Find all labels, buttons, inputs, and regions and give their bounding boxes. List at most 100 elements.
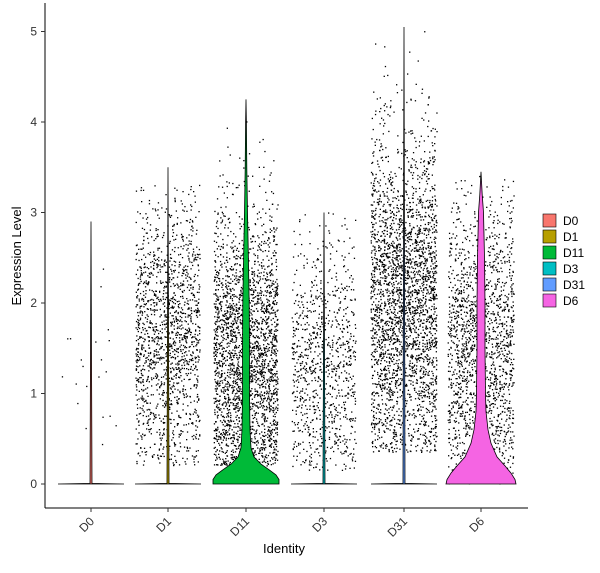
data-point [268,343,270,346]
data-point [236,357,238,359]
data-point [297,358,299,361]
data-point [315,337,318,339]
data-point [217,274,219,277]
data-point [152,299,155,301]
data-point [226,292,229,294]
data-point [252,289,254,291]
data-point [265,328,268,330]
data-point [237,396,239,398]
data-point [336,250,338,252]
data-point [351,378,353,380]
data-point [234,275,236,277]
data-point [332,386,334,388]
data-point [269,445,271,447]
data-point [258,377,260,380]
data-point [223,192,225,194]
data-point [196,316,199,318]
data-point [157,202,160,204]
data-point [254,323,256,325]
data-point [261,307,263,309]
points-layer [61,31,515,485]
data-point [293,422,296,424]
data-point [163,287,165,289]
data-point [218,362,220,364]
data-point [259,384,261,386]
data-point [339,418,341,420]
data-point [158,332,160,335]
data-point [314,379,317,382]
data-point [259,276,261,278]
data-point [335,290,337,292]
data-point [235,445,237,447]
data-point [250,381,253,383]
data-point [252,404,254,406]
data-point [217,393,219,395]
data-point [316,418,318,420]
data-point [271,339,274,341]
data-point [321,311,323,314]
data-point [160,363,163,365]
data-point [277,309,279,311]
data-point [174,199,176,201]
data-point [138,298,140,300]
data-point [350,425,353,428]
data-point [143,355,145,357]
data-point [296,445,298,448]
data-point [232,385,234,387]
data-point [163,406,166,408]
data-point [273,393,275,395]
data-point [259,387,261,389]
data-point [213,303,215,305]
data-point [194,201,196,203]
data-point [148,340,150,343]
data-point [345,313,347,315]
data-point [175,461,178,463]
data-point [226,310,228,312]
data-point [190,368,192,370]
data-point [297,328,299,330]
data-point [232,440,234,442]
data-point [240,390,243,393]
data-point [139,336,141,338]
data-point [222,339,224,341]
data-point [219,260,222,263]
data-point [146,356,148,359]
data-point [263,374,265,377]
data-point [140,435,142,437]
data-point [320,261,322,263]
data-point [161,394,163,396]
data-point [269,215,271,217]
data-point [190,359,192,362]
data-point [188,423,190,425]
data-point [273,385,275,387]
data-point [226,300,228,302]
data-point [220,301,222,303]
data-point [275,454,277,456]
data-point [160,381,163,383]
data-point [191,261,193,264]
data-point [250,362,252,365]
data-point [269,452,271,454]
data-point [343,328,345,330]
data-point [272,458,274,460]
data-point [318,305,321,307]
data-point [343,266,345,268]
data-point [220,374,222,376]
data-point [268,250,270,252]
data-point [251,326,253,329]
data-point [263,320,266,322]
data-point [159,437,161,439]
data-point [227,415,229,417]
data-point [159,330,161,332]
data-point [312,299,314,302]
data-point [226,318,228,320]
data-point [171,273,173,275]
data-point [302,310,304,312]
data-point [266,279,269,281]
data-point [259,292,261,294]
data-point [336,312,338,314]
data-point [236,375,238,378]
data-point [270,270,272,272]
data-point [177,322,179,325]
data-point [310,447,312,449]
